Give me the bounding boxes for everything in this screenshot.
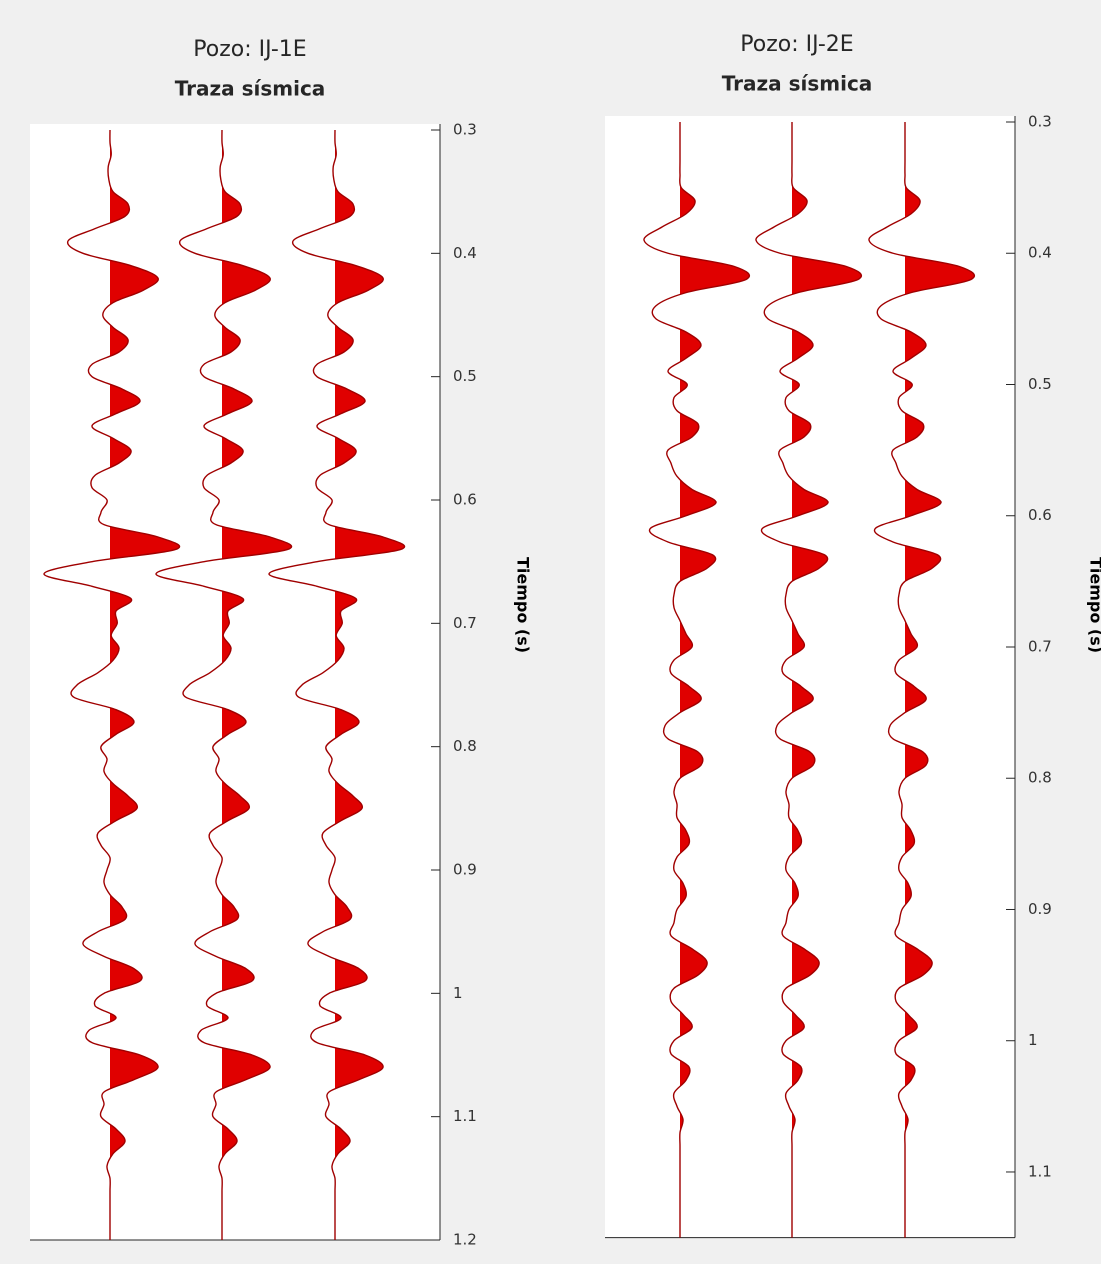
y-tick-label: 0.4	[1028, 244, 1052, 262]
positive-fill	[792, 122, 862, 1238]
y-tick-label: 0.8	[1028, 769, 1052, 787]
y-tick-label: 1	[453, 984, 463, 1002]
trace-line	[755, 121, 863, 1238]
positive-fill	[680, 122, 750, 1238]
positive-fill	[905, 122, 975, 1238]
y-tick-label: 1.2	[453, 1231, 477, 1249]
positive-fill	[335, 130, 405, 1240]
trace-line	[643, 122, 751, 1238]
y-tick-label: 0.7	[453, 614, 477, 632]
y-tick-label: 0.6	[1028, 506, 1052, 524]
y-tick-label: 0.4	[453, 244, 477, 262]
y-axis-label: Tiempo (s)	[514, 557, 533, 653]
y-axis-label: Tiempo (s)	[1087, 557, 1101, 653]
trace-line	[155, 129, 293, 1240]
y-tick-label: 0.9	[1028, 900, 1052, 918]
y-tick-label: 1.1	[453, 1107, 477, 1125]
y-tick-label: 1.1	[1028, 1162, 1052, 1180]
plot-area	[605, 116, 1015, 1238]
positive-fill	[222, 130, 292, 1240]
trace-line	[268, 129, 406, 1240]
y-tick-label: 0.7	[1028, 637, 1052, 655]
trace-line	[43, 129, 181, 1240]
chart-title: Pozo: IJ-2E	[740, 32, 853, 57]
chart-subtitle: Traza sísmica	[722, 72, 873, 96]
chart-subtitle: Traza sísmica	[175, 77, 326, 101]
y-tick-label: 0.8	[453, 737, 477, 755]
y-tick-label: 0.9	[453, 861, 477, 879]
trace-line	[868, 122, 976, 1238]
chart-title: Pozo: IJ-1E	[193, 37, 306, 62]
y-tick-label: 0.5	[453, 367, 477, 385]
y-tick-label: 1	[1028, 1031, 1038, 1049]
positive-fill	[110, 130, 180, 1240]
y-tick-label: 0.5	[1028, 375, 1052, 393]
y-tick-label: 0.6	[453, 491, 477, 509]
y-tick-label: 0.3	[1028, 113, 1052, 131]
y-tick-label: 0.3	[453, 121, 477, 139]
